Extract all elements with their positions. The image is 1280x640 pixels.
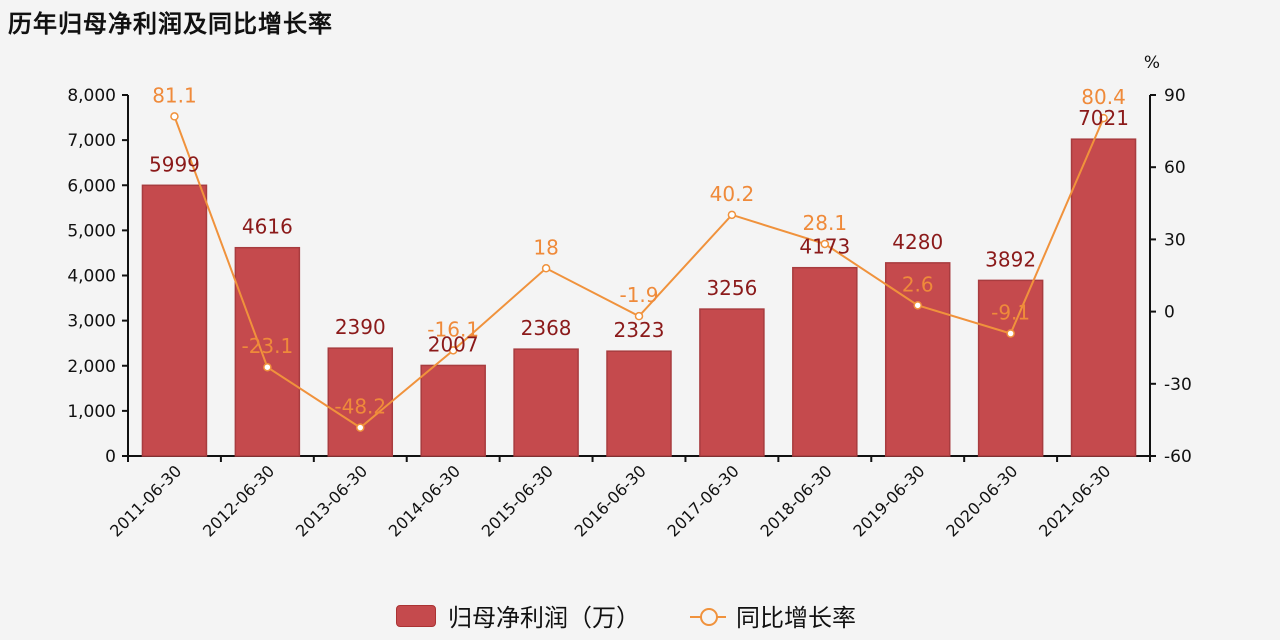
x-axis-category-label: 2017-06-30: [664, 461, 743, 540]
growth-rate-value-label: 28.1: [803, 211, 848, 235]
x-axis-category-label: 2016-06-30: [571, 461, 650, 540]
right-axis-tick-label: 60: [1164, 158, 1186, 178]
left-axis-tick-label: 6,000: [67, 176, 116, 196]
bar-value-label: 2323: [614, 318, 665, 342]
growth-rate-point: [913, 301, 922, 310]
left-axis-tick-label: 7,000: [67, 131, 116, 151]
x-axis-category-label: 2012-06-30: [199, 461, 278, 540]
left-axis-tick-label: 0: [105, 447, 116, 467]
x-axis-category-label: 2019-06-30: [849, 461, 928, 540]
right-axis-tick-label: -30: [1164, 375, 1192, 395]
x-axis-category-label: 2011-06-30: [106, 461, 185, 540]
x-axis-category-label: 2014-06-30: [385, 461, 464, 540]
growth-rate-point: [820, 239, 830, 249]
growth-rate-value-label: -23.1: [241, 334, 293, 358]
bar: [884, 262, 951, 457]
growth-rate-value-label: -9.1: [991, 301, 1030, 325]
growth-rate-value-label: 40.2: [710, 182, 755, 206]
bar-value-label: 5999: [149, 152, 200, 176]
right-axis-tick-label: 90: [1164, 86, 1186, 106]
x-axis-category-label: 2013-06-30: [292, 461, 371, 540]
x-axis-category-label: 2020-06-30: [942, 461, 1021, 540]
bar-value-label: 7021: [1078, 106, 1129, 130]
bar-value-label: 2368: [521, 316, 572, 340]
bar: [141, 184, 208, 457]
left-axis-tick-label: 4,000: [67, 267, 116, 287]
growth-rate-value-label: 80.4: [1081, 85, 1126, 109]
bar: [513, 348, 579, 457]
growth-rate-point: [634, 311, 644, 321]
legend-line-label: 同比增长率: [736, 604, 856, 632]
growth-rate-value-label: -1.9: [619, 283, 658, 307]
growth-rate-point: [1006, 329, 1015, 338]
bar: [420, 364, 486, 457]
bar: [234, 246, 301, 457]
growth-rate-point: [170, 112, 179, 121]
growth-rate-value-label: -16.1: [427, 317, 479, 341]
bar-value-label: 2007: [428, 332, 479, 356]
growth-rate-point: [263, 362, 272, 372]
left-axis-tick-label: 8,000: [67, 86, 116, 106]
growth-rate-point: [356, 423, 365, 432]
bar: [1070, 138, 1137, 457]
bar: [792, 266, 858, 457]
bar-value-label: 2390: [335, 315, 386, 339]
growth-rate-value-label: -48.2: [334, 395, 386, 419]
bar: [977, 279, 1044, 457]
growth-rate-point: [541, 264, 551, 273]
growth-rate-value-label: 81.1: [152, 83, 197, 107]
bar: [699, 308, 765, 457]
right-axis-tick-label: 0: [1164, 303, 1175, 323]
right-axis-unit-label: %: [1144, 53, 1160, 73]
bar-value-label: 4616: [242, 215, 293, 239]
growth-rate-value-label: 18: [533, 235, 558, 259]
bar: [606, 350, 672, 457]
bar-value-label: 4280: [892, 230, 943, 254]
growth-rate-value-label: 2.6: [902, 272, 934, 296]
legend-bar-swatch-icon: [396, 604, 436, 627]
x-axis-category-label: 2015-06-30: [478, 461, 557, 540]
bar-value-label: 3256: [706, 276, 757, 300]
growth-rate-point: [727, 210, 737, 220]
legend: 归母净利润（万） 同比增长率: [396, 598, 856, 633]
right-axis-tick-label: -60: [1164, 447, 1192, 467]
left-axis-tick-label: 3,000: [67, 312, 116, 332]
growth-rate-point: [448, 346, 458, 355]
legend-bar-label: 归母净利润（万）: [448, 604, 640, 632]
chart-title: 历年归母净利润及同比增长率: [8, 10, 333, 38]
growth-rate-point: [1099, 113, 1108, 123]
x-axis-category-label: 2018-06-30: [756, 461, 835, 540]
bar-value-label: 4173: [799, 235, 850, 259]
right-axis-tick-label: 30: [1164, 230, 1186, 250]
left-axis-tick-label: 5,000: [67, 221, 116, 241]
legend-line-marker-icon: [690, 606, 726, 626]
x-axis-category-label: 2021-06-30: [1035, 461, 1114, 540]
left-axis-tick-label: 2,000: [67, 357, 116, 377]
left-axis-tick-label: 1,000: [67, 402, 116, 422]
bar-value-label: 3892: [985, 247, 1036, 271]
